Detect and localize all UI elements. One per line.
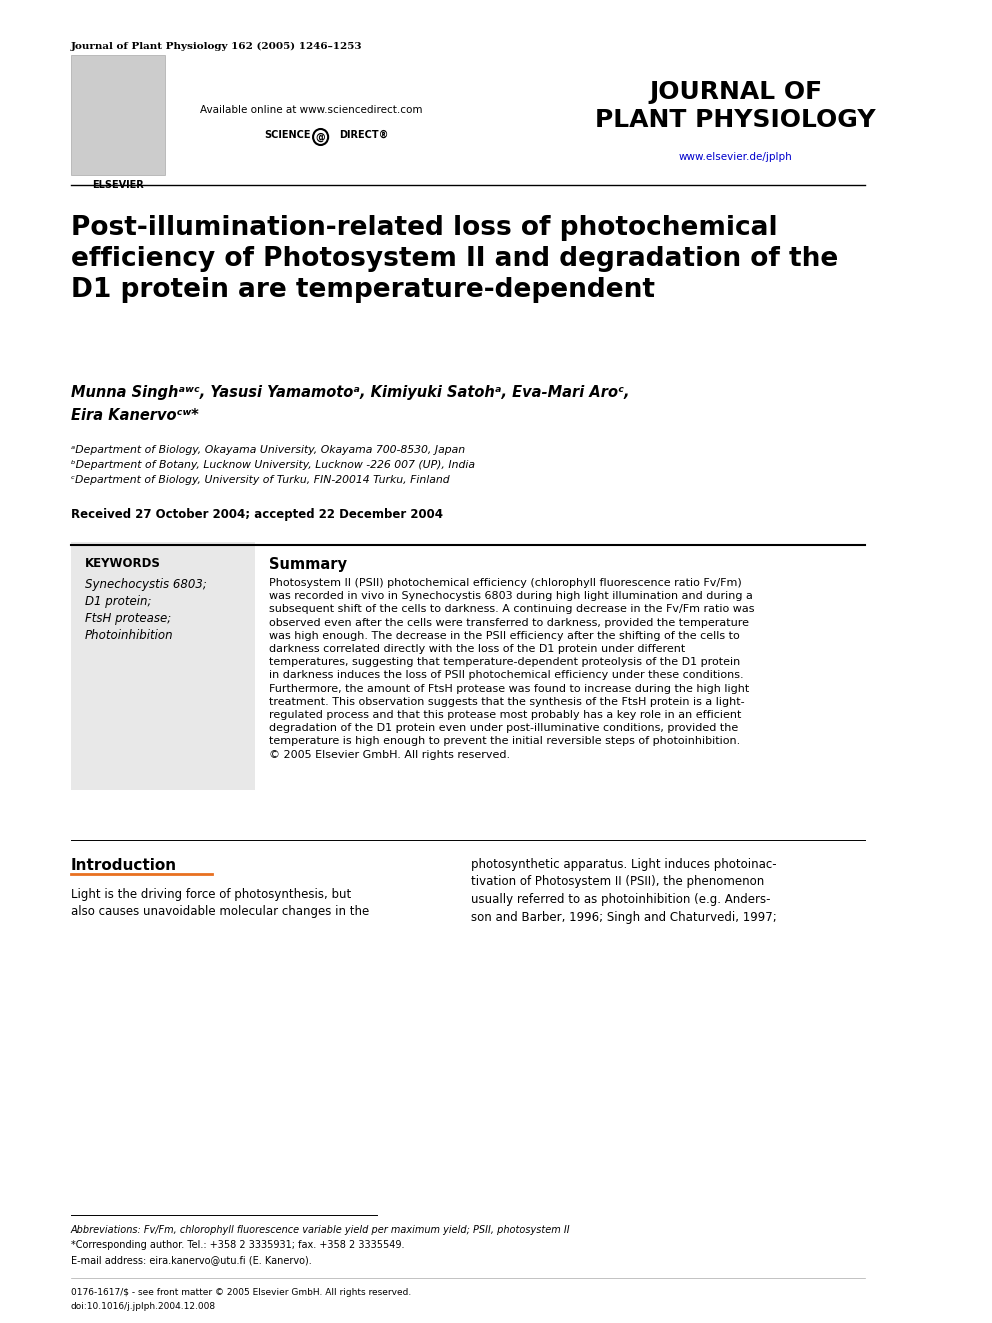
Text: Photosystem II (PSII) photochemical efficiency (chlorophyll fluorescence ratio F: Photosystem II (PSII) photochemical effi… (269, 578, 754, 759)
Text: ᶜDepartment of Biology, University of Turku, FIN-20014 Turku, Finland: ᶜDepartment of Biology, University of Tu… (70, 475, 449, 486)
Text: PLANT PHYSIOLOGY: PLANT PHYSIOLOGY (595, 108, 876, 132)
Text: www.elsevier.de/jplph: www.elsevier.de/jplph (679, 152, 793, 161)
Text: Received 27 October 2004; accepted 22 December 2004: Received 27 October 2004; accepted 22 De… (70, 508, 442, 521)
Text: @: @ (315, 132, 325, 142)
Bar (70, 542, 255, 790)
Text: ELSEVIER: ELSEVIER (92, 180, 144, 191)
Text: Post-illumination-related loss of photochemical
efficiency of Photosystem II and: Post-illumination-related loss of photoc… (70, 216, 838, 303)
Text: Summary: Summary (269, 557, 347, 572)
Text: Synechocystis 6803;: Synechocystis 6803; (85, 578, 206, 591)
Text: Abbreviations: Fv/Fm, chlorophyll fluorescence variable yield per maximum yield;: Abbreviations: Fv/Fm, chlorophyll fluore… (70, 1225, 570, 1234)
Text: SCIENCE: SCIENCE (265, 130, 311, 140)
Text: Available online at www.sciencedirect.com: Available online at www.sciencedirect.co… (200, 105, 423, 115)
Text: Light is the driving force of photosynthesis, but
also causes unavoidable molecu: Light is the driving force of photosynth… (70, 888, 369, 918)
Text: ᵇDepartment of Botany, Lucknow University, Lucknow -226 007 (UP), India: ᵇDepartment of Botany, Lucknow Universit… (70, 460, 475, 470)
Text: KEYWORDS: KEYWORDS (85, 557, 161, 570)
Text: DIRECT®: DIRECT® (339, 130, 389, 140)
Text: Munna Singhᵃʷᶜ, Yasusi Yamamotoᵃ, Kimiyuki Satohᵃ, Eva-Mari Aroᶜ,: Munna Singhᵃʷᶜ, Yasusi Yamamotoᵃ, Kimiyu… (70, 385, 629, 400)
Text: doi:10.1016/j.jplph.2004.12.008: doi:10.1016/j.jplph.2004.12.008 (70, 1302, 216, 1311)
Text: photosynthetic apparatus. Light induces photoinac-
tivation of Photosystem II (P: photosynthetic apparatus. Light induces … (471, 859, 778, 923)
Text: Photoinhibition: Photoinhibition (85, 628, 174, 642)
Text: Eira Kanervoᶜʷ*: Eira Kanervoᶜʷ* (70, 407, 198, 423)
Text: D1 protein;: D1 protein; (85, 595, 152, 609)
Text: JOURNAL OF: JOURNAL OF (649, 79, 822, 105)
Text: Introduction: Introduction (70, 859, 177, 873)
Text: ᵃDepartment of Biology, Okayama University, Okayama 700-8530, Japan: ᵃDepartment of Biology, Okayama Universi… (70, 445, 465, 455)
Text: FtsH protease;: FtsH protease; (85, 613, 171, 624)
Text: Journal of Plant Physiology 162 (2005) 1246–1253: Journal of Plant Physiology 162 (2005) 1… (70, 42, 362, 52)
Text: 0176-1617/$ - see front matter © 2005 Elsevier GmbH. All rights reserved.: 0176-1617/$ - see front matter © 2005 El… (70, 1289, 411, 1297)
Bar (70, 56, 165, 175)
Text: E-mail address: eira.kanervo@utu.fi (E. Kanervo).: E-mail address: eira.kanervo@utu.fi (E. … (70, 1256, 311, 1265)
Text: *Corresponding author. Tel.: +358 2 3335931; fax. +358 2 3335549.: *Corresponding author. Tel.: +358 2 3335… (70, 1240, 404, 1250)
